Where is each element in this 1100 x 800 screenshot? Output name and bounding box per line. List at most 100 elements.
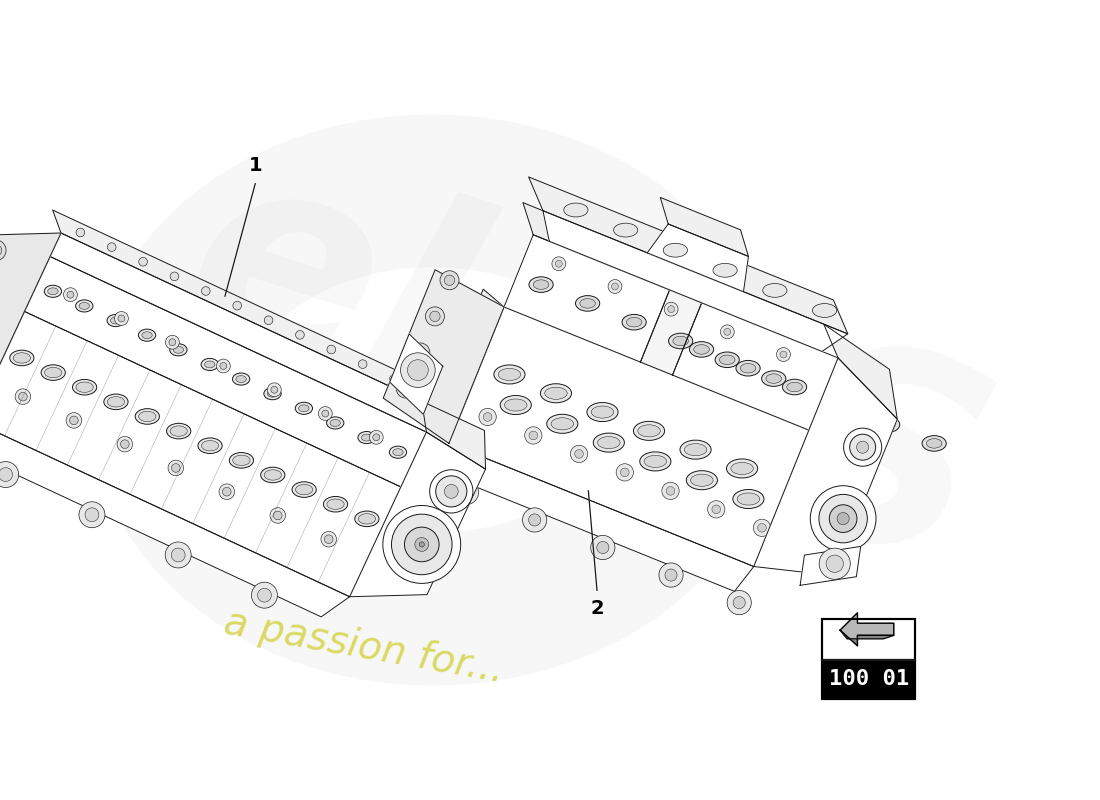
Polygon shape [660, 198, 748, 256]
Circle shape [664, 302, 678, 316]
Ellipse shape [358, 431, 375, 444]
Circle shape [522, 508, 547, 532]
Circle shape [168, 460, 184, 476]
Circle shape [233, 302, 242, 310]
Ellipse shape [108, 397, 124, 407]
Ellipse shape [782, 379, 806, 395]
Ellipse shape [544, 387, 568, 399]
Ellipse shape [198, 438, 222, 454]
Circle shape [222, 487, 231, 496]
Circle shape [421, 389, 430, 398]
Circle shape [169, 338, 176, 346]
Ellipse shape [614, 223, 638, 237]
Circle shape [612, 283, 618, 290]
Circle shape [461, 486, 473, 498]
Ellipse shape [362, 434, 372, 441]
Circle shape [574, 450, 583, 458]
Ellipse shape [673, 336, 689, 346]
Ellipse shape [834, 401, 849, 410]
Circle shape [818, 494, 868, 543]
Circle shape [217, 359, 230, 373]
Circle shape [69, 416, 78, 425]
Circle shape [758, 523, 767, 532]
Ellipse shape [10, 350, 34, 366]
Circle shape [454, 480, 478, 505]
Circle shape [396, 379, 416, 398]
Circle shape [0, 240, 7, 261]
Polygon shape [543, 210, 848, 351]
Ellipse shape [107, 314, 124, 326]
Circle shape [121, 440, 129, 449]
Circle shape [837, 513, 849, 525]
Polygon shape [24, 257, 427, 487]
Circle shape [780, 351, 786, 358]
Circle shape [525, 426, 542, 444]
Ellipse shape [296, 484, 312, 494]
Text: a passion for...: a passion for... [221, 603, 506, 690]
Circle shape [271, 386, 278, 394]
Polygon shape [0, 311, 400, 597]
Circle shape [220, 362, 227, 370]
Circle shape [201, 286, 210, 295]
Circle shape [108, 242, 115, 251]
Polygon shape [50, 233, 438, 432]
Ellipse shape [76, 300, 94, 312]
Circle shape [274, 511, 282, 520]
Circle shape [436, 476, 466, 507]
Ellipse shape [205, 361, 214, 368]
Ellipse shape [876, 417, 900, 432]
Ellipse shape [103, 394, 128, 410]
Circle shape [407, 360, 428, 381]
Ellipse shape [926, 438, 942, 448]
Ellipse shape [233, 455, 250, 466]
Circle shape [64, 288, 77, 302]
Ellipse shape [110, 317, 121, 324]
Ellipse shape [173, 346, 184, 354]
Circle shape [117, 436, 133, 452]
Polygon shape [640, 290, 702, 375]
Circle shape [400, 353, 436, 387]
Ellipse shape [389, 446, 407, 458]
Circle shape [529, 431, 538, 440]
Circle shape [252, 582, 277, 608]
Circle shape [777, 347, 791, 362]
Bar [822, 619, 915, 661]
Polygon shape [350, 432, 485, 597]
Ellipse shape [694, 345, 710, 354]
Polygon shape [424, 418, 449, 474]
Circle shape [754, 519, 771, 537]
Circle shape [826, 555, 844, 572]
Circle shape [478, 408, 496, 426]
Circle shape [811, 486, 876, 551]
Circle shape [734, 597, 746, 609]
Circle shape [410, 343, 430, 362]
Ellipse shape [593, 433, 625, 452]
Ellipse shape [327, 417, 344, 429]
Polygon shape [840, 630, 894, 646]
Circle shape [844, 428, 882, 466]
Ellipse shape [327, 499, 344, 510]
Circle shape [608, 279, 622, 294]
Ellipse shape [740, 363, 756, 373]
Circle shape [597, 542, 609, 554]
Circle shape [172, 548, 185, 562]
Circle shape [389, 374, 398, 383]
Ellipse shape [597, 437, 620, 449]
Ellipse shape [79, 302, 89, 310]
Circle shape [321, 531, 337, 547]
Ellipse shape [494, 365, 525, 384]
Ellipse shape [264, 470, 282, 480]
Ellipse shape [922, 436, 946, 451]
Circle shape [172, 464, 180, 472]
Circle shape [430, 311, 440, 322]
Circle shape [857, 441, 869, 454]
Ellipse shape [529, 277, 553, 292]
Circle shape [322, 410, 329, 417]
Circle shape [79, 502, 104, 528]
Ellipse shape [323, 497, 348, 512]
Polygon shape [0, 233, 60, 422]
Ellipse shape [684, 443, 707, 456]
Ellipse shape [13, 353, 31, 363]
Ellipse shape [139, 329, 156, 342]
Polygon shape [389, 334, 443, 414]
